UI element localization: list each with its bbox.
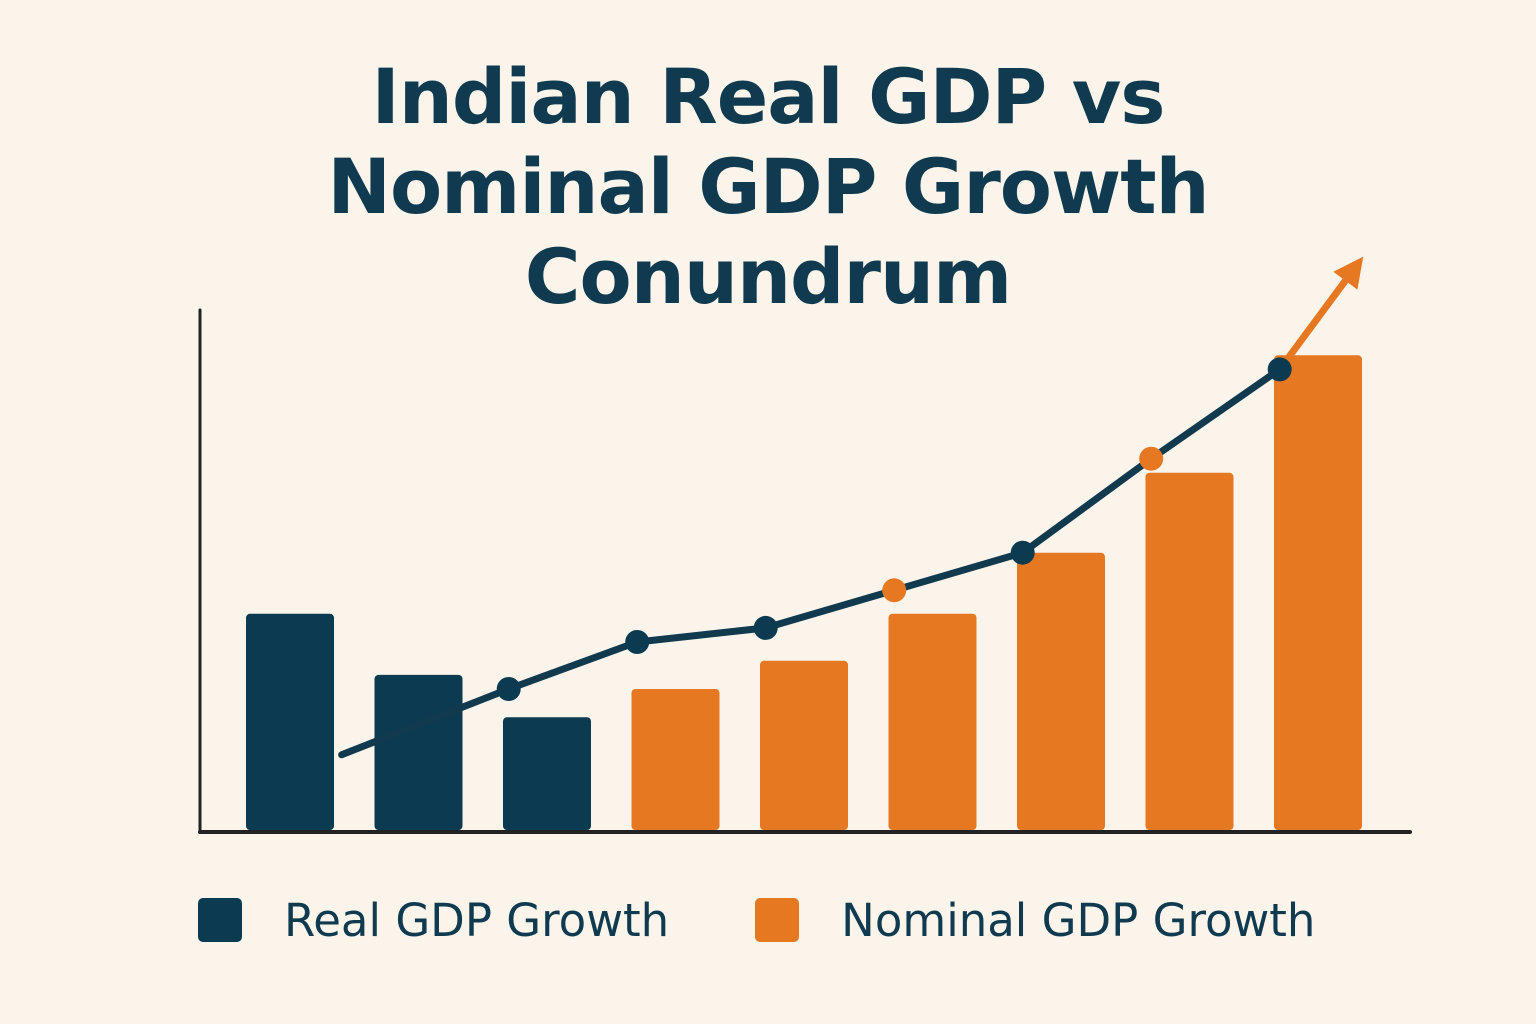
title-line-2: Nominal GDP Growth [327,142,1209,231]
legend-swatch-nominal [755,898,800,942]
trend-marker-8 [1267,357,1292,382]
bar-nominal-6 [888,613,977,830]
bar-real-1 [246,613,334,830]
legend: Real GDP Growth Nominal GDP Growth [198,890,1315,950]
bar-nominal-5 [760,660,848,830]
chart-title: Indian Real GDP vs Nominal GDP Growth Co… [0,52,1536,322]
axes-group [198,308,1412,834]
trend-arrow-head [1333,256,1364,290]
legend-label-nominal: Nominal GDP Growth [841,893,1316,947]
legend-label-real: Real GDP Growth [284,893,670,947]
trend-marker-5 [882,578,907,603]
bars-group [246,355,1362,830]
bar-nominal-4 [631,689,720,830]
trend-arrow-shaft [1276,277,1349,373]
trend-marker-4 [753,615,778,640]
title-line-3: Conundrum [524,232,1012,321]
trend-marker-6 [1010,540,1035,565]
trend-group [338,256,1364,759]
legend-swatch-real [198,898,242,942]
title-line-1: Indian Real GDP vs [371,52,1166,141]
bar-nominal-7 [1017,552,1105,830]
bar-nominal-9 [1274,355,1362,830]
legend-item-real: Real GDP Growth [198,894,669,947]
bar-real-2 [374,674,463,830]
trend-marker-2 [496,677,521,701]
trend-marker-3 [625,630,650,654]
trend-marker-7 [1139,446,1164,471]
trend-line [338,365,1284,759]
legend-item-nominal: Nominal GDP Growth [755,894,1315,947]
bar-real-3 [503,717,591,830]
bar-nominal-8 [1145,472,1234,830]
